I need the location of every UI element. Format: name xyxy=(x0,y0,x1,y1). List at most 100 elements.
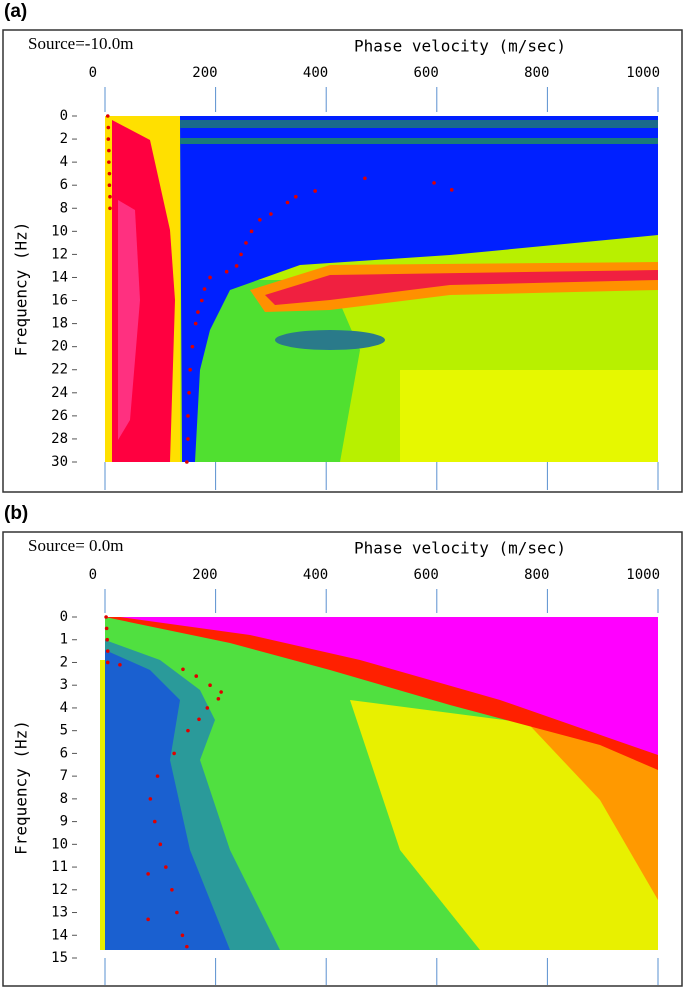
pick-point xyxy=(105,649,110,653)
panel-frame xyxy=(2,531,683,987)
pick-point xyxy=(193,321,198,326)
pick-point xyxy=(175,910,179,915)
y-tick-label: 14 xyxy=(51,927,68,943)
pick-point xyxy=(118,662,122,667)
x-axis-label: Phase velocity (m/sec) xyxy=(354,539,566,558)
pick-point xyxy=(106,137,111,141)
pick-point xyxy=(208,275,212,280)
pick-point xyxy=(197,717,201,722)
y-tick-label: 6 xyxy=(60,177,68,193)
pick-point xyxy=(108,194,112,199)
y-tick-label: 28 xyxy=(51,431,68,447)
pick-point xyxy=(208,683,212,687)
x-tick-label: 800 xyxy=(524,65,549,81)
y-tick-label: 6 xyxy=(60,745,68,761)
y-tick-label: 0 xyxy=(60,609,68,625)
pick-point xyxy=(107,160,111,164)
dispersion-image xyxy=(105,116,658,462)
x-tick-label: 0 xyxy=(89,65,97,81)
x-tick-label: 0 xyxy=(89,567,97,583)
pick-point xyxy=(107,148,111,153)
pick-point xyxy=(186,414,190,418)
y-tick-label: 1 xyxy=(60,632,68,648)
pick-point xyxy=(258,218,262,222)
y-tick-label: 24 xyxy=(51,385,68,401)
pick-point xyxy=(234,264,239,268)
pick-point xyxy=(172,751,176,756)
y-tick-label: 11 xyxy=(51,859,68,875)
y-tick-label: 20 xyxy=(51,339,68,355)
y-tick-label: 2 xyxy=(60,654,68,670)
pick-point xyxy=(146,872,150,876)
y-tick-label: 4 xyxy=(60,700,68,716)
y-tick-label: 8 xyxy=(60,791,68,807)
y-tick-label: 15 xyxy=(51,950,68,966)
pick-point xyxy=(146,917,150,922)
x-tick-label: 200 xyxy=(192,65,217,81)
pick-point xyxy=(107,171,112,176)
pick-point xyxy=(194,674,199,678)
y-tick-label: 13 xyxy=(51,905,68,921)
y-tick-label: 3 xyxy=(60,677,68,693)
y-tick-label: 8 xyxy=(60,200,68,216)
y-tick-label: 0 xyxy=(60,108,68,124)
x-tick-label: 400 xyxy=(303,65,328,81)
x-tick-label: 200 xyxy=(192,567,217,583)
pick-point xyxy=(186,437,190,441)
pick-point xyxy=(449,188,454,192)
y-tick-label: 22 xyxy=(51,362,68,378)
pick-point xyxy=(181,667,185,672)
pick-point xyxy=(104,626,109,631)
pick-point xyxy=(285,200,290,205)
y-tick-label: 30 xyxy=(51,454,68,470)
pick-point xyxy=(188,367,192,372)
pick-point xyxy=(190,344,195,349)
y-tick-label: 5 xyxy=(60,723,68,739)
pick-point xyxy=(199,298,204,303)
pick-point xyxy=(293,194,298,199)
pick-point xyxy=(363,176,367,181)
pick-point xyxy=(269,212,273,216)
pick-point xyxy=(105,114,110,118)
y-tick-label: 12 xyxy=(51,882,68,898)
y-tick-label: 10 xyxy=(51,223,68,239)
pick-point xyxy=(152,819,157,824)
pick-point xyxy=(432,181,436,185)
y-axis-label: Frequency (Hz) xyxy=(12,720,31,855)
pick-point xyxy=(106,125,111,130)
y-axis-label: Frequency (Hz) xyxy=(12,222,31,357)
pick-point xyxy=(104,615,108,619)
pick-point xyxy=(224,269,229,274)
pick-point xyxy=(216,697,221,701)
chart-title: Source=-10.0m xyxy=(28,34,133,53)
pick-point xyxy=(158,842,163,847)
panel-label: (b) xyxy=(4,503,28,524)
x-axis-label: Phase velocity (m/sec) xyxy=(354,37,566,56)
y-tick-label: 26 xyxy=(51,408,68,424)
pick-point xyxy=(187,391,191,395)
y-tick-label: 7 xyxy=(60,768,68,784)
y-tick-label: 18 xyxy=(51,316,68,332)
y-tick-label: 10 xyxy=(51,836,68,852)
x-tick-label: 600 xyxy=(414,567,439,583)
pick-point xyxy=(108,206,112,211)
pick-point xyxy=(105,660,110,665)
pick-point xyxy=(107,183,112,187)
pick-point xyxy=(249,229,254,234)
x-tick-label: 1000 xyxy=(626,567,660,583)
pick-point xyxy=(164,865,168,869)
panel-label: (a) xyxy=(4,1,27,22)
chart-title: Source= 0.0m xyxy=(28,536,124,555)
pick-point xyxy=(185,944,189,949)
dispersion-image xyxy=(100,617,658,950)
pick-point xyxy=(196,310,200,314)
y-tick-label: 14 xyxy=(51,269,68,285)
pick-point xyxy=(202,287,207,291)
y-tick-label: 2 xyxy=(60,131,68,147)
panel-frame xyxy=(2,29,683,493)
pick-point xyxy=(170,888,174,892)
pick-point xyxy=(148,797,153,801)
pick-point xyxy=(180,933,185,938)
pick-point xyxy=(219,690,223,694)
